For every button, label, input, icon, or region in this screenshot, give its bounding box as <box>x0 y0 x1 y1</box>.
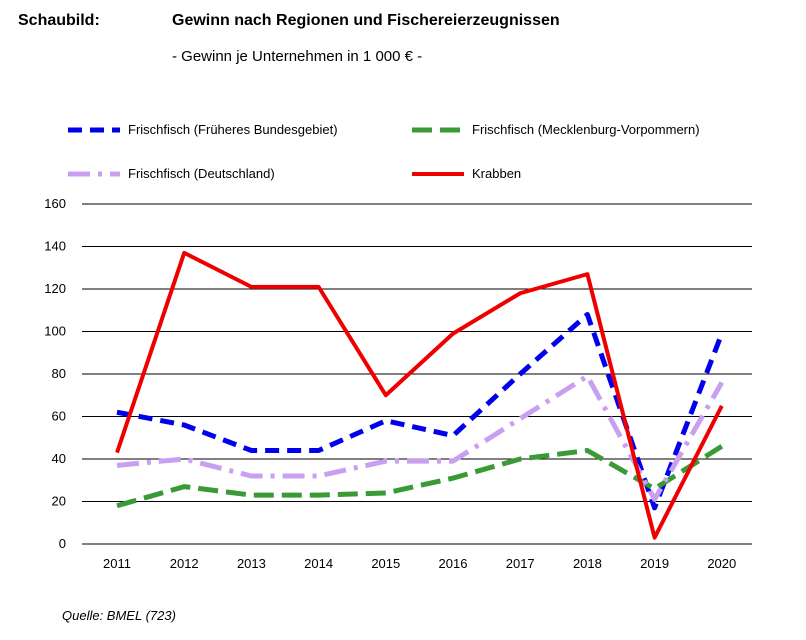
x-tick-label: 2017 <box>506 556 535 571</box>
legend-label: Frischfisch (Deutschland) <box>128 166 275 181</box>
x-tick-label: 2020 <box>707 556 736 571</box>
y-tick-label: 40 <box>52 451 66 466</box>
x-tick-label: 2019 <box>640 556 669 571</box>
y-tick-label: 100 <box>44 324 66 339</box>
y-tick-label: 140 <box>44 239 66 254</box>
legend-item-krabben: Krabben <box>410 166 521 181</box>
legend-label: Krabben <box>472 166 522 181</box>
legend-item-frischfisch-frueheres-bundesgebiet: Frischfisch (Früheres Bundesgebiet) <box>66 122 338 137</box>
legend-label: Frischfisch (Mecklenburg-Vorpommern) <box>472 122 700 137</box>
x-tick-label: 2015 <box>371 556 400 571</box>
x-tick-label: 2011 <box>103 556 131 571</box>
x-tick-label: 2013 <box>237 556 266 571</box>
series-line-0 <box>116 312 725 511</box>
legend-item-frischfisch-deutschland: Frischfisch (Deutschland) <box>66 166 275 181</box>
y-tick-label: 80 <box>52 366 66 381</box>
series-line-3 <box>115 250 724 540</box>
legend-item-frischfisch-mecklenburg-vorpommern: Frischfisch (Mecklenburg-Vorpommern) <box>410 122 700 137</box>
y-tick-label: 160 <box>44 196 66 211</box>
legend-swatch <box>68 171 120 176</box>
y-tick-label: 120 <box>44 281 66 296</box>
x-tick-label: 2012 <box>170 556 199 571</box>
legend-swatch <box>412 171 464 176</box>
source-note: Quelle: BMEL (723) <box>62 608 176 623</box>
x-tick-label: 2014 <box>304 556 333 571</box>
legend: Frischfisch (Früheres Bundesgebiet) Fris… <box>0 0 806 200</box>
chart-subtitle: - Gewinn je Unternehmen in 1 000 € - <box>172 48 423 65</box>
line-chart: 0 20 40 60 80 100 120 140 160 2011 2012 2013 2014 201… <box>44 196 752 571</box>
legend-swatch <box>412 127 464 132</box>
x-tick-label: 2016 <box>439 556 468 571</box>
x-tick-label: 2018 <box>573 556 602 571</box>
legend-swatch <box>68 127 120 132</box>
y-tick-label: 60 <box>52 409 66 424</box>
legend-label: Frischfisch (Früheres Bundesgebiet) <box>128 122 338 137</box>
series-line-2 <box>116 373 724 502</box>
y-tick-label: 20 <box>52 494 66 509</box>
header-label: Schaubild: <box>18 12 100 29</box>
chart-title: Gewinn nach Regionen und Fischereierzeug… <box>172 12 560 29</box>
series-line-1 <box>116 444 724 509</box>
y-tick-label: 0 <box>59 536 66 551</box>
